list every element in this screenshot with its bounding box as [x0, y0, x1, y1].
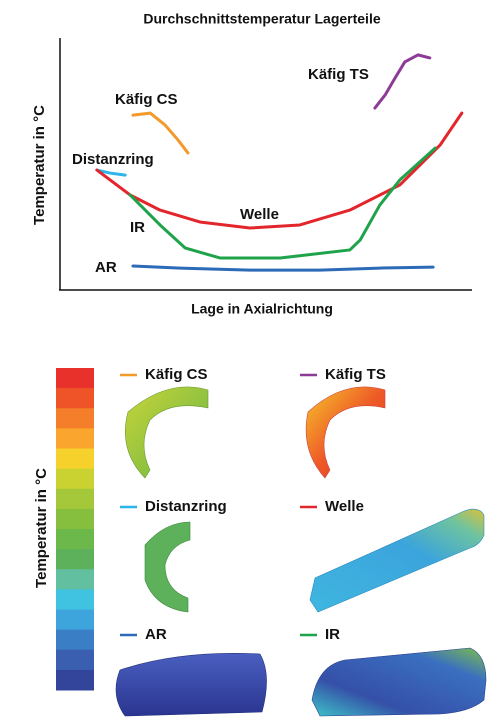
legend-label: Käfig CS [145, 366, 208, 383]
series-label: Käfig CS [115, 91, 178, 108]
colorbar-band [56, 669, 94, 691]
part-images [115, 386, 487, 717]
colorbar-band [56, 428, 94, 449]
series-label: IR [130, 219, 145, 236]
colorbar-band [56, 529, 94, 550]
colorbar-band [56, 448, 94, 470]
colorbar-band [56, 488, 94, 510]
legend-label: IR [325, 626, 340, 643]
line-series [131, 111, 190, 155]
part-kaefig-cs [125, 386, 209, 479]
legend-label: Distanzring [145, 498, 227, 515]
line-series [131, 264, 435, 272]
colorbar-band [56, 549, 94, 570]
y-axis-label: Temperatur in °C [31, 105, 48, 225]
colorbar-band [56, 508, 94, 530]
colorbar-band [56, 589, 94, 610]
legend-label: AR [145, 626, 167, 643]
part-distanzring [144, 521, 191, 613]
colorbar-label: Temperatur in °C [33, 468, 50, 588]
chart-title: Durchschnittstemperatur Lagerteile [143, 11, 380, 27]
part-welle [309, 508, 485, 613]
colorbar-band [56, 609, 94, 631]
line-series [95, 168, 127, 177]
series-label: AR [95, 259, 117, 276]
colorbar-band [56, 468, 94, 490]
colorbar-band [56, 408, 94, 429]
series-label: Distanzring [72, 151, 154, 168]
colorbar-band [56, 388, 94, 409]
legend-label: Welle [325, 498, 364, 515]
x-axis-label: Lage in Axialrichtung [191, 301, 333, 317]
colorbar-band [56, 368, 94, 389]
line-series [373, 53, 432, 110]
part-ir [311, 647, 487, 717]
part-kaefig-ts [305, 386, 386, 479]
part-ar [115, 653, 267, 717]
colorbar-band [56, 649, 94, 671]
colorbar-band [56, 569, 94, 590]
series-label: Welle [240, 206, 279, 223]
legend-label: Käfig TS [325, 366, 386, 383]
line-series [128, 146, 437, 260]
line-series [95, 111, 464, 230]
colorbar-band [56, 629, 94, 651]
series-label: Käfig TS [308, 66, 369, 83]
